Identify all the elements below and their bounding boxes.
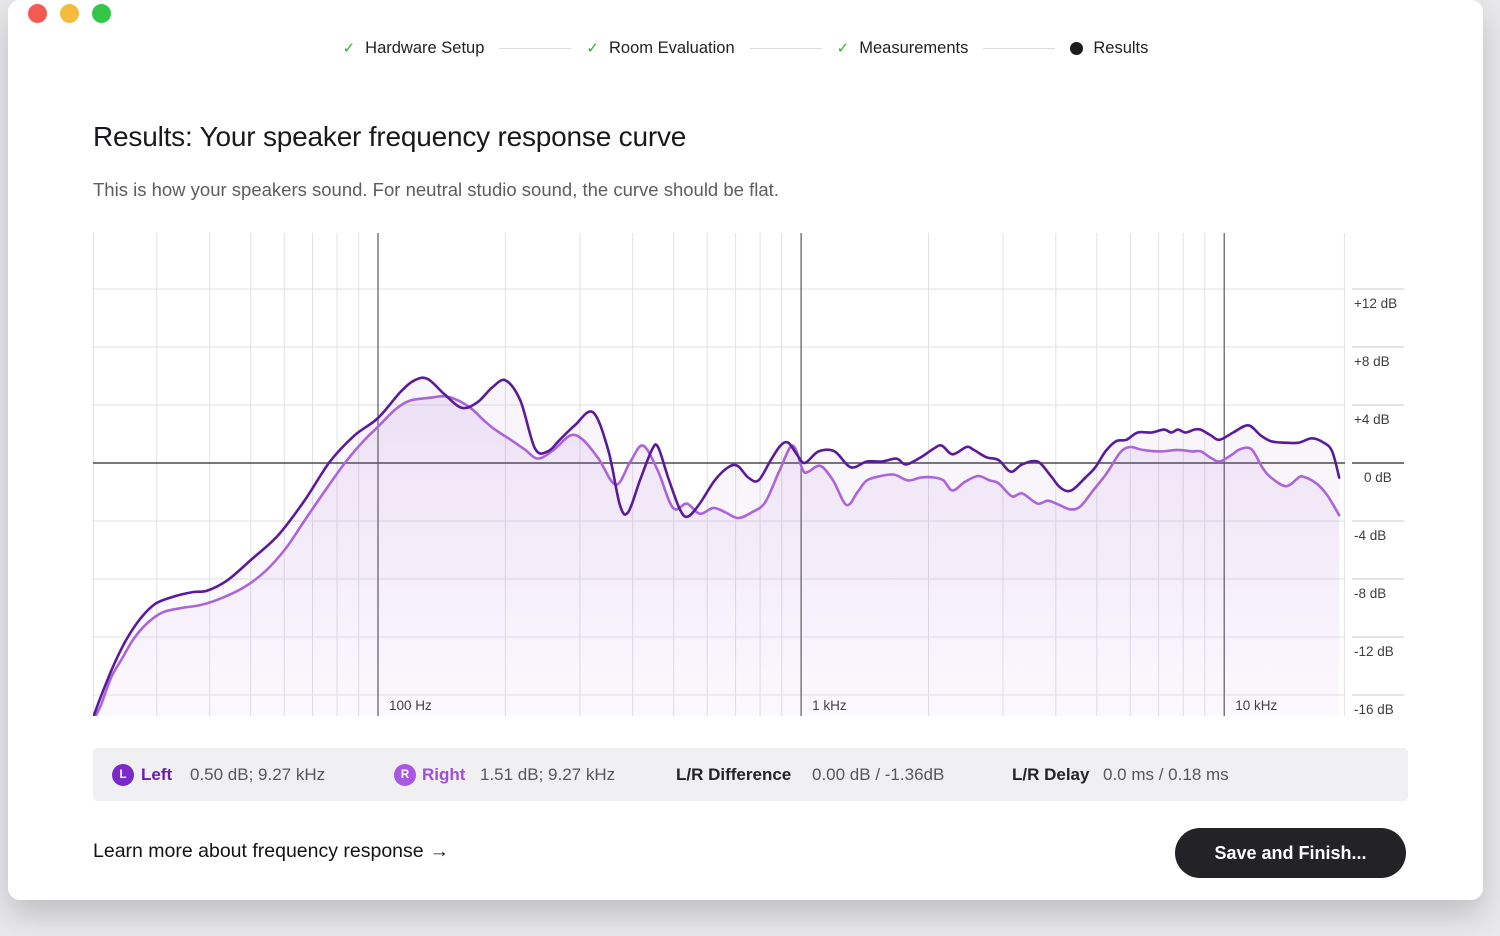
svg-text:-4 dB: -4 dB: [1354, 528, 1386, 543]
left-channel-label: Left: [141, 764, 173, 784]
check-icon: ✓: [342, 40, 356, 57]
page-subtitle: This is how your speakers sound. For neu…: [93, 179, 779, 200]
minimize-button[interactable]: [60, 4, 79, 23]
step-results[interactable]: Results: [1070, 39, 1148, 58]
lr-difference-value: 0.00 dB / -1.36dB: [812, 764, 945, 784]
save-and-finish-button[interactable]: Save and Finish...: [1175, 828, 1406, 878]
lr-difference-label: L/R Difference: [676, 764, 792, 784]
close-button[interactable]: [28, 4, 47, 23]
learn-more-link[interactable]: Learn more about frequency response →: [93, 840, 449, 863]
svg-text:+4 dB: +4 dB: [1354, 412, 1390, 427]
lr-delay-label: L/R Delay: [1012, 764, 1090, 784]
zoom-button[interactable]: [92, 4, 111, 23]
current-step-dot-icon: [1070, 42, 1084, 55]
page-title: Results: Your speaker frequency response…: [93, 121, 687, 152]
step-measurements[interactable]: ✓ Measurements: [837, 39, 969, 58]
svg-text:-8 dB: -8 dB: [1354, 586, 1386, 601]
check-icon: ✓: [586, 40, 599, 57]
step-room-evaluation[interactable]: ✓ Room Evaluation: [586, 39, 734, 58]
right-channel-label: Right: [422, 764, 466, 784]
right-channel-badge: R: [394, 763, 416, 786]
step-connector: [983, 48, 1056, 49]
step-label: Measurements: [859, 39, 969, 57]
left-channel-value: 0.50 dB; 9.27 kHz: [190, 764, 326, 784]
svg-text:-16 dB: -16 dB: [1354, 702, 1394, 717]
lr-delay-value: 0.0 ms / 0.18 ms: [1103, 764, 1229, 784]
svg-text:+12 dB: +12 dB: [1354, 296, 1397, 311]
frequency-response-svg: +12 dB +8 dB +4 dB 0 dB -4 dB -8 dB -12 dB -16 …: [93, 233, 1404, 717]
setup-stepper: ✓ Hardware Setup ✓ Room Evaluation ✓ Mea…: [8, 39, 1483, 58]
arrow-right-icon: →: [429, 840, 450, 862]
step-label: Results: [1093, 39, 1149, 57]
step-connector: [749, 48, 822, 49]
right-channel-value: 1.51 dB; 9.27 kHz: [480, 764, 616, 784]
frequency-response-chart: +12 dB +8 dB +4 dB 0 dB -4 dB -8 dB -12 dB -16 …: [93, 231, 1413, 731]
window-controls: [28, 4, 111, 23]
svg-text:+8 dB: +8 dB: [1354, 354, 1390, 369]
curve-left: [93, 376, 1341, 716]
left-channel-badge: L: [112, 763, 134, 786]
step-hardware-setup[interactable]: ✓ Hardware Setup: [343, 39, 485, 58]
measurement-stats-bar: L Left 0.50 dB; 9.27 kHz R Right 1.51 dB…: [93, 748, 1408, 801]
step-label: Hardware Setup: [365, 39, 485, 57]
svg-text:0 dB: 0 dB: [1364, 470, 1392, 485]
step-label: Room Evaluation: [608, 39, 735, 57]
app-window: ✓ Hardware Setup ✓ Room Evaluation ✓ Mea…: [8, 0, 1483, 900]
svg-text:-12 dB: -12 dB: [1354, 644, 1394, 659]
check-icon: ✓: [836, 40, 850, 57]
learn-more-label: Learn more about frequency response: [93, 840, 424, 862]
step-connector: [499, 48, 572, 49]
